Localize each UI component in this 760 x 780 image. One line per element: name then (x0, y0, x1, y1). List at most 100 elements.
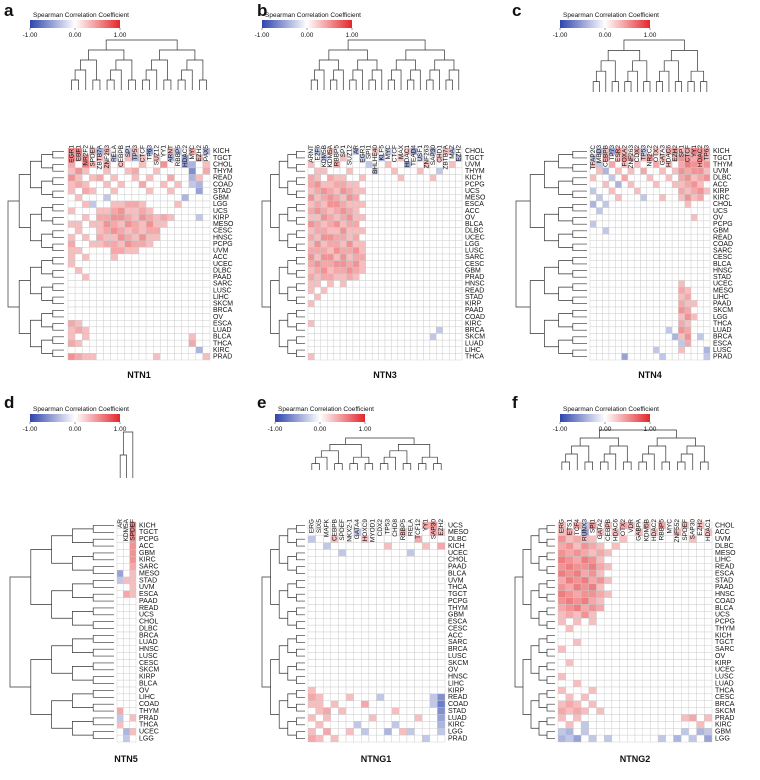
heatmap-cell (333, 247, 341, 255)
heatmap-cell (671, 187, 679, 195)
heatmap-cell (696, 590, 705, 598)
heatmap-cell (404, 280, 411, 288)
heatmap-cell (378, 161, 386, 169)
dendrogram-branch (296, 150, 305, 159)
heatmap-cell (330, 576, 339, 585)
dendrogram-branch (371, 69, 383, 90)
heatmap-cell (455, 214, 463, 222)
heatmap-cell (557, 624, 566, 633)
heatmap-cell (307, 563, 316, 571)
heatmap-cell (371, 326, 379, 334)
colorbar-tick-label: 1.00 (114, 426, 127, 433)
heatmap-cell (384, 227, 392, 235)
heatmap-cell (602, 214, 610, 222)
heatmap-cell (665, 280, 673, 288)
heatmap-cell (448, 286, 456, 294)
heatmap-cell (333, 240, 341, 248)
dendrogram-branch (607, 50, 641, 61)
heatmap-cell (429, 542, 438, 550)
heatmap-cell (416, 267, 424, 275)
heatmap-cell (573, 556, 582, 564)
y-tick-label: HNSC (713, 267, 733, 274)
dendrogram-branch (687, 81, 695, 92)
heatmap-cell (378, 240, 386, 248)
heatmap-cell (129, 686, 137, 695)
heatmap-cell (596, 174, 603, 182)
heatmap-cell (339, 220, 347, 228)
heatmap-cell (397, 207, 405, 215)
heatmap-cell (327, 167, 334, 175)
heatmap-cell (330, 569, 339, 578)
heatmap-cell (429, 734, 438, 743)
heatmap-cell (188, 280, 196, 288)
heatmap-cell (442, 273, 450, 281)
heatmap-cell (642, 714, 651, 722)
heatmap-cell (684, 214, 692, 222)
heatmap-cell (596, 638, 605, 646)
heatmap-cell (361, 604, 370, 612)
dendrogram-branch (122, 431, 134, 478)
y-tick-label: CHOL (139, 619, 159, 626)
heatmap-cell (704, 734, 713, 743)
heatmap-cell (399, 734, 408, 743)
heatmap-cell (429, 187, 437, 195)
heatmap-cell (352, 174, 360, 182)
heatmap-cell (129, 638, 137, 646)
heatmap-cell (580, 714, 589, 722)
heatmap-cell (376, 631, 385, 640)
heatmap-cell (671, 313, 679, 321)
heatmap-cell (339, 273, 347, 281)
heatmap-cell (96, 247, 104, 255)
dendrogram-branch (72, 556, 94, 571)
heatmap-cell (399, 597, 408, 605)
heatmap-cell (678, 333, 685, 341)
y-tick-label: ACC (448, 632, 463, 639)
heatmap-cell (174, 280, 182, 288)
heatmap-cell (588, 542, 597, 550)
heatmap-cell (442, 306, 450, 314)
heatmap-cell (596, 267, 603, 275)
heatmap-cell (565, 700, 574, 708)
heatmap-cell (307, 707, 316, 715)
panel-letter: b (257, 1, 267, 20)
y-tick-label: GBM (465, 267, 481, 274)
heatmap-cell (703, 260, 711, 268)
heatmap-cell (131, 267, 140, 275)
heatmap-cell (703, 267, 711, 275)
heatmap-cell (421, 624, 430, 633)
heatmap-cell (307, 611, 316, 619)
dendrogram-branch (74, 69, 87, 90)
heatmap-cell (414, 556, 423, 564)
dendrogram-branch (52, 230, 64, 238)
heatmap-cell (657, 652, 666, 660)
heatmap-cell (697, 313, 704, 321)
heatmap-cell (333, 353, 341, 361)
x-tick-label: ERG (559, 519, 566, 533)
heatmap-cell (174, 293, 182, 301)
heatmap-cell (89, 207, 97, 215)
heatmap-cell (352, 280, 360, 288)
heatmap-cell (330, 590, 339, 598)
dendrogram-branch (579, 437, 619, 446)
heatmap-cell (368, 624, 377, 633)
heatmap-cell (681, 728, 690, 736)
heatmap-cell (167, 214, 175, 222)
dendrogram-branch (270, 174, 280, 228)
heatmap-cell (448, 339, 456, 347)
y-tick-label: KICH (715, 632, 732, 639)
heatmap-cell (96, 300, 104, 308)
heatmap-cell (202, 227, 211, 235)
heatmap-cell (327, 200, 334, 208)
heatmap-cell (646, 227, 654, 235)
heatmap-cell (634, 174, 641, 182)
heatmap-cell (368, 700, 377, 708)
dendrogram-branch (345, 437, 415, 445)
heatmap-cell (697, 320, 704, 328)
heatmap-cell (391, 346, 399, 354)
heatmap-cell (421, 604, 430, 612)
heatmap-cell (673, 693, 682, 701)
heatmap-cell (188, 214, 196, 222)
heatmap-cell (129, 728, 137, 736)
heatmap-cell (314, 300, 322, 308)
